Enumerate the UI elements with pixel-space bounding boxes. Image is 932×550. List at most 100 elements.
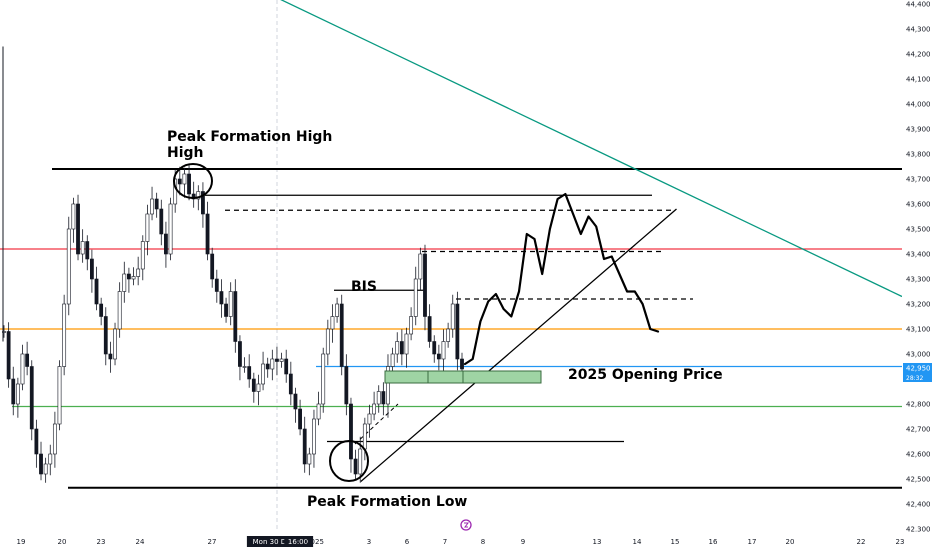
time-tick-label: 3 (367, 538, 371, 546)
candle-body (321, 353, 326, 405)
candle-body (316, 403, 321, 420)
price-tick-label: 43,400 (906, 251, 931, 259)
candle-body (89, 258, 94, 280)
opening-price-label: 2025 Opening Price (568, 367, 723, 383)
horizontal-levels (0, 168, 902, 489)
candle-body (460, 358, 464, 370)
time-tick-label: 17 (748, 538, 757, 546)
time-tick-label: 20 (58, 538, 67, 546)
price-axis[interactable] (902, 0, 932, 532)
price-tick-label: 44,200 (906, 51, 931, 59)
time-tick-label: 14 (633, 538, 642, 546)
trendlines (280, 0, 903, 482)
bis-label: BIS (351, 279, 377, 295)
candle-body (150, 198, 154, 215)
candle-body (399, 341, 404, 355)
candle-body (284, 358, 289, 375)
candle-body (94, 278, 99, 305)
candle-body (48, 453, 53, 465)
candle-body (418, 253, 423, 280)
candle-body (168, 203, 173, 255)
time-tick-label: 2025 (306, 538, 324, 546)
candle-body (432, 341, 437, 355)
candle-body (205, 213, 210, 255)
candle-body (159, 208, 164, 235)
candle-body (279, 358, 284, 362)
price-tick-label: 43,800 (906, 151, 931, 159)
candle-body (325, 328, 330, 355)
candle-body (312, 418, 316, 455)
candle-body (2, 331, 6, 333)
time-tick-label: 27 (208, 538, 217, 546)
price-tick-label: 43,700 (906, 176, 931, 184)
price-tick-label: 42,800 (906, 401, 931, 409)
candle-body (265, 363, 270, 370)
peak-high-circle[interactable] (173, 163, 213, 199)
candle-body (386, 366, 390, 405)
candle-body (80, 241, 85, 255)
countdown-text: 28:32 (906, 375, 923, 382)
time-tick-label: 13 (593, 538, 602, 546)
candle-body (210, 253, 215, 280)
candle-body (362, 423, 367, 450)
candle-body (395, 341, 400, 355)
price-tick-label: 42,600 (906, 451, 931, 459)
time-tick-label: 22 (857, 538, 866, 546)
candle-body (455, 303, 460, 360)
candle-body (219, 291, 224, 305)
candle-body (191, 193, 196, 200)
candle-body (256, 383, 261, 392)
candle-body (66, 228, 71, 305)
candle-body (275, 358, 279, 362)
time-tick-label: 20 (786, 538, 795, 546)
price-tick-label: 42,300 (906, 526, 931, 534)
magnet-logo-icon[interactable] (460, 519, 472, 531)
peak-high-label-line2: High (167, 145, 204, 161)
candle-body (233, 291, 238, 342)
candle-body (117, 291, 122, 330)
price-tick-label: 43,500 (906, 226, 931, 234)
price-tick-label: 43,000 (906, 351, 931, 359)
candle-body (177, 178, 182, 185)
candle-body (182, 173, 187, 185)
candle-body (39, 453, 43, 475)
candle-body (298, 408, 302, 430)
candle-body (85, 241, 90, 260)
price-tick-label: 43,200 (906, 301, 931, 309)
candle-body (293, 393, 298, 410)
candle-body (390, 353, 395, 367)
candle-body (71, 203, 76, 230)
candle-body (367, 413, 372, 425)
current-price-text: 42,950 (906, 365, 931, 373)
candle-body (372, 403, 377, 415)
price-tick-label: 44,100 (906, 76, 931, 84)
candle-body (242, 366, 247, 368)
candle-body (187, 173, 191, 195)
candle-body (145, 213, 150, 242)
candle-body (136, 268, 141, 277)
peak-low-circle[interactable] (329, 440, 369, 482)
candle-body (6, 331, 11, 380)
candle-body (409, 316, 414, 335)
candle-body (154, 198, 159, 210)
price-candles (2, 46, 464, 483)
candle-body (25, 353, 30, 367)
candle-body (339, 303, 344, 367)
candle-body (358, 448, 363, 475)
candle-body (261, 363, 265, 385)
candle-body (330, 316, 335, 330)
candle-body (122, 273, 127, 292)
candle-body (228, 291, 233, 317)
current-price-badge (903, 363, 932, 373)
candle-body (302, 428, 307, 465)
candle-body (108, 353, 113, 360)
time-tick-label: 23 (896, 538, 905, 546)
price-tick-label: 43,100 (906, 326, 931, 334)
price-tick-label: 43,900 (906, 126, 931, 134)
candle-body (446, 328, 451, 342)
candle-body (57, 366, 62, 425)
candle-body (376, 391, 381, 405)
